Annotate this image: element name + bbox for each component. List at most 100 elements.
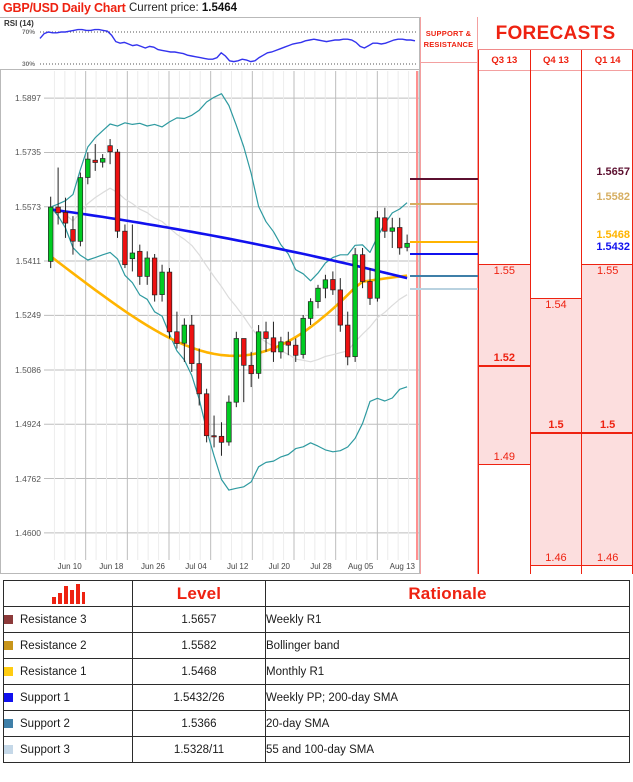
support-resistance-value: 1.5582 bbox=[596, 190, 630, 203]
support-resistance-line bbox=[420, 275, 478, 278]
date-tick-label: Jul 12 bbox=[226, 562, 249, 571]
forecast-low-value: 1.46 bbox=[545, 551, 567, 564]
support-resistance-line-extension bbox=[410, 177, 420, 180]
price-tick-label: 1.4924 bbox=[15, 419, 41, 430]
support-resistance-line-extension bbox=[410, 275, 420, 278]
rsi-panel: RSI (14) 70% 30% bbox=[0, 18, 419, 70]
current-price-value: 1.5464 bbox=[201, 2, 238, 14]
price-tick-label: 1.5897 bbox=[15, 93, 41, 104]
price-tick-label: 1.5411 bbox=[15, 256, 41, 267]
level-name: Resistance 1 bbox=[20, 665, 87, 678]
forecast-low-value: 1.46 bbox=[596, 551, 619, 564]
table-row: Resistance 2 1.5582 Bollinger band bbox=[3, 632, 630, 659]
rsi-label: RSI (14) bbox=[4, 19, 34, 28]
forecast-central-line bbox=[530, 431, 582, 434]
current-price-label: Current price: bbox=[129, 2, 199, 14]
level-rationale-cell: Weekly PP; 200-day SMA bbox=[265, 684, 630, 711]
table-row: Resistance 3 1.5657 Weekly R1 bbox=[3, 606, 630, 633]
support-resistance-line-extension bbox=[410, 240, 420, 243]
column-header-rationale: Rationale bbox=[265, 580, 630, 607]
candlestick-pane bbox=[44, 71, 419, 560]
level-name: Resistance 3 bbox=[20, 613, 87, 626]
forecast-range-band bbox=[582, 264, 633, 566]
level-rationale-cell: 20-day SMA bbox=[265, 710, 630, 737]
level-value-cell: 1.5468 bbox=[132, 658, 266, 685]
table-row: Support 2 1.5366 20-day SMA bbox=[3, 710, 630, 737]
support-resistance-column bbox=[420, 17, 478, 574]
support-resistance-line bbox=[420, 252, 478, 255]
level-color-swatch bbox=[4, 692, 13, 702]
support-resistance-line bbox=[420, 240, 478, 243]
level-name: Support 1 bbox=[20, 691, 70, 704]
levels-table: Level Rationale Resistance 3 1.5657 Weekly… bbox=[3, 580, 630, 763]
support-resistance-line-extension bbox=[410, 287, 420, 290]
level-color-swatch bbox=[4, 666, 13, 676]
rsi-line-chart bbox=[39, 28, 417, 65]
support-resistance-line-extension bbox=[410, 202, 420, 205]
forecast-high-value: 1.54 bbox=[545, 298, 567, 311]
forecast-column-header: Q4 13 bbox=[530, 50, 582, 71]
level-color-swatch bbox=[4, 718, 13, 728]
level-name-cell: Support 1 bbox=[3, 684, 133, 711]
level-value-cell: 1.5328/11 bbox=[132, 736, 266, 763]
rsi-lower-tick-label: 30% bbox=[22, 61, 36, 68]
page-title: GBP/USD Daily Chart bbox=[3, 1, 126, 15]
date-tick-label: Jul 20 bbox=[268, 562, 290, 571]
price-tick-label: 1.5573 bbox=[15, 201, 41, 212]
column-header-level: Level bbox=[132, 580, 266, 607]
level-color-swatch bbox=[4, 614, 13, 624]
bar-chart-icon-glyph bbox=[52, 583, 85, 604]
support-resistance-line bbox=[420, 202, 478, 205]
level-color-swatch bbox=[4, 640, 13, 650]
date-tick-label: Jul 04 bbox=[185, 562, 207, 571]
level-name-cell: Resistance 3 bbox=[3, 606, 133, 633]
price-tick-label: 1.5249 bbox=[15, 310, 41, 321]
price-tick-label: 1.5735 bbox=[15, 147, 41, 158]
level-name: Resistance 2 bbox=[20, 639, 87, 652]
forecast-column: Q4 13 1.54 1.5 1.46 bbox=[529, 50, 582, 574]
candlestick-plot bbox=[44, 71, 419, 560]
forecast-high-value: 1.55 bbox=[596, 265, 619, 278]
level-value-cell: 1.5432/26 bbox=[132, 684, 266, 711]
current-price: Current price: 1.5464 bbox=[129, 2, 237, 14]
table-header-row: Level Rationale bbox=[3, 580, 630, 607]
date-tick-label: Jun 26 bbox=[140, 562, 165, 571]
date-axis-labels: Jun 10 Jun 18 Jun 26 Jul 04 Jul 12 Jul 20 Jul … bbox=[44, 560, 419, 574]
level-value-cell: 1.5366 bbox=[132, 710, 266, 737]
forecast-central-line bbox=[479, 364, 530, 367]
date-tick-label: Aug 05 bbox=[347, 562, 374, 571]
price-axis-labels: 1.5897 1.5735 1.5573 1.5411 1.5249 1.5086 1.49… bbox=[0, 71, 44, 560]
support-resistance-header: SUPPORT & RESISTANCE bbox=[420, 18, 477, 63]
level-value-cell: 1.5582 bbox=[132, 632, 266, 659]
bar-chart-icon bbox=[3, 580, 133, 607]
table-row: Support 1 1.5432/26 Weekly PP; 200-day SMA bbox=[3, 684, 630, 711]
forecast-mid-value: 1.52 bbox=[493, 351, 516, 364]
level-name-cell: Resistance 2 bbox=[3, 632, 133, 659]
price-tick-label: 1.4762 bbox=[15, 473, 41, 484]
support-resistance-value: 1.5432 bbox=[596, 240, 630, 253]
forecast-column-header: Q1 14 bbox=[582, 50, 633, 71]
date-tick-label: Jun 10 bbox=[57, 562, 82, 571]
date-tick-label: Jul 28 bbox=[310, 562, 332, 571]
level-rationale-cell: Monthly R1 bbox=[265, 658, 630, 685]
table-body: Resistance 3 1.5657 Weekly R1 Resistance 2 1… bbox=[3, 606, 630, 763]
table-row: Support 3 1.5328/11 55 and 100-day SMA bbox=[3, 736, 630, 763]
forecast-column-header: Q3 13 bbox=[479, 50, 530, 71]
support-resistance-line bbox=[420, 287, 478, 290]
support-resistance-value: 1.5468 bbox=[596, 228, 630, 241]
price-tick-label: 1.4600 bbox=[15, 527, 41, 538]
level-rationale-cell: Weekly R1 bbox=[265, 606, 630, 633]
forecast-column: Q1 14 1.55 1.5 1.46 bbox=[581, 50, 633, 574]
date-tick-label: Jun 18 bbox=[99, 562, 124, 571]
level-rationale-cell: 55 and 100-day SMA bbox=[265, 736, 630, 763]
level-name-cell: Support 2 bbox=[3, 710, 133, 737]
forecasts-panel: FORECASTS Q3 13 1.55 1.52 1.49 Q4 13 1.54 1.5 1… bbox=[478, 17, 633, 574]
rsi-upper-tick-label: 70% bbox=[22, 29, 36, 36]
forecast-mid-value: 1.5 bbox=[548, 418, 564, 431]
support-resistance-line bbox=[420, 177, 478, 180]
level-name-cell: Support 3 bbox=[3, 736, 133, 763]
forecast-central-line bbox=[582, 431, 633, 434]
price-tick-label: 1.5086 bbox=[15, 364, 41, 375]
title-bar: GBP/USD Daily Chart Current price: 1.546… bbox=[0, 0, 633, 17]
